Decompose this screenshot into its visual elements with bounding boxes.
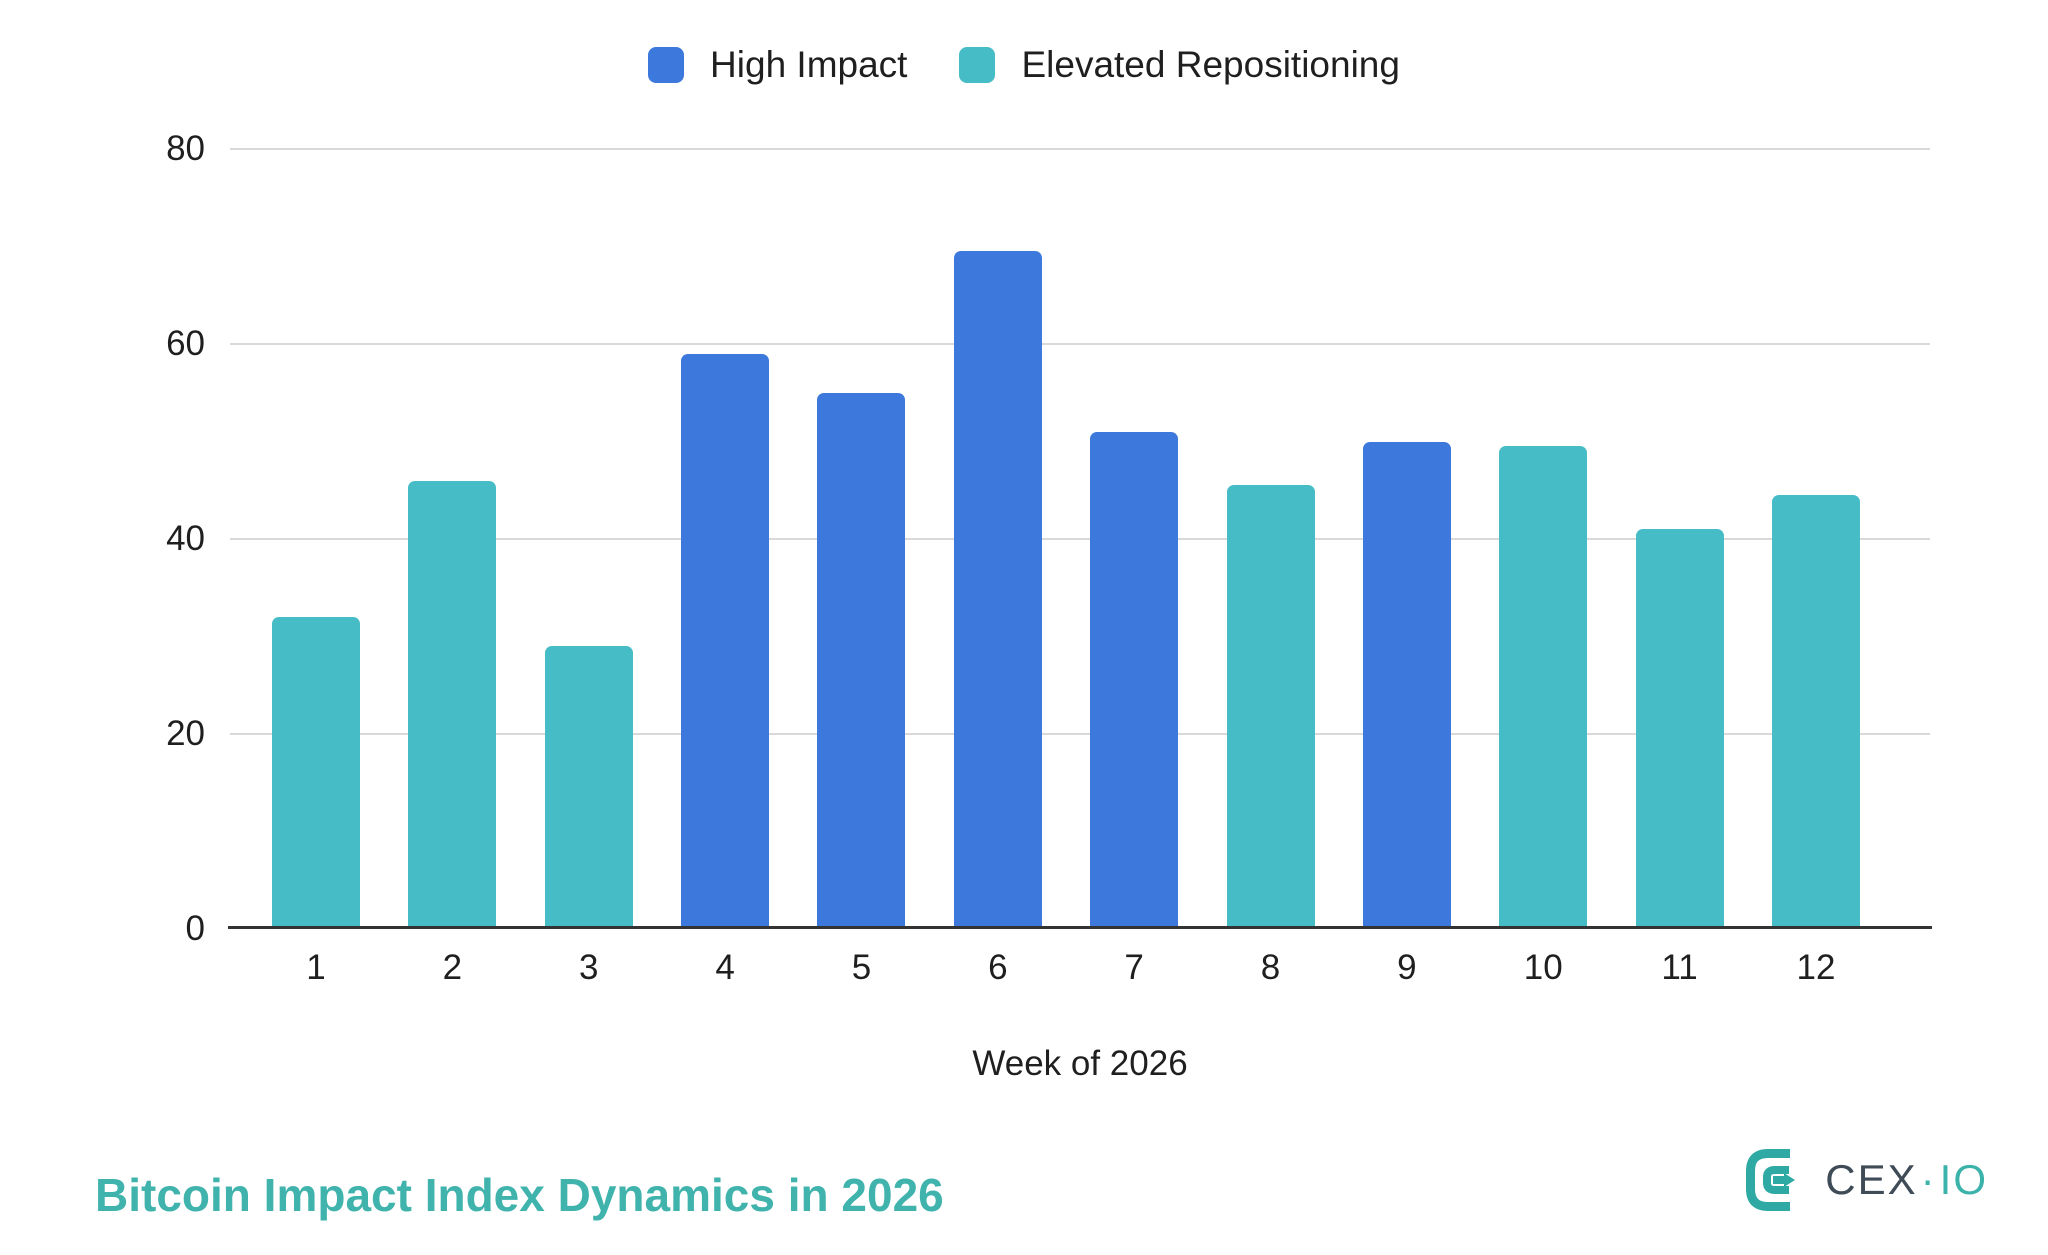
x-axis-label-5: 5 [851,948,872,987]
chart-title: Bitcoin Impact Index Dynamics in 2026 [95,1169,944,1221]
y-axis-label-80: 80 [166,129,205,168]
legend-label-elevated-repositioning: Elevated Repositioning [1021,44,1400,85]
logo-text-cex: CEX [1825,1156,1918,1203]
x-axis-label-12: 12 [1796,948,1836,987]
legend-item-elevated-repositioning[interactable]: Elevated Repositioning [959,44,1400,86]
bar-week-11[interactable] [1635,529,1724,929]
bar-week-6[interactable] [953,251,1042,929]
legend-item-high-impact[interactable]: High Impact [648,44,907,86]
x-axis-line [228,926,1932,929]
gridline-y-80 [230,148,1930,150]
cexio-logo-mark [1746,1149,1796,1211]
cexio-logo-text: CEX · IO [1825,1156,1988,1204]
x-axis-label-8: 8 [1260,948,1281,987]
x-axis-label-9: 9 [1397,948,1417,987]
x-axis-label-3: 3 [578,948,599,987]
x-axis-label-1: 1 [306,948,326,987]
gridline-y-20 [230,733,1930,735]
x-axis-label-4: 4 [715,948,735,987]
legend-label-high-impact: High Impact [710,44,908,85]
legend-swatch-elevated-repositioning [959,47,996,83]
bar-week-2[interactable] [408,480,497,929]
legend-swatch-high-impact [648,47,685,83]
bar-week-7[interactable] [1090,431,1179,929]
bar-week-5[interactable] [817,392,906,929]
bar-week-4[interactable] [681,353,770,929]
x-axis-label-11: 11 [1661,948,1698,987]
chart-legend: High Impact Elevated Repositioning [0,44,2048,86]
bar-week-12[interactable] [1771,495,1860,929]
x-axis-title: Week of 2026 [972,1044,1188,1083]
y-axis-label-60: 60 [166,324,205,363]
bar-week-1[interactable] [272,617,360,929]
x-axis-label-7: 7 [1124,948,1144,987]
bar-week-3[interactable] [544,646,633,929]
x-axis-label-2: 2 [442,948,463,987]
logo-text-io: IO [1939,1156,1988,1203]
logo-text-separator: · [1920,1156,1937,1203]
x-axis-label-10: 10 [1523,948,1563,987]
gridline-y-60 [230,343,1930,345]
x-axis-label-6: 6 [988,948,1008,987]
y-axis-label-0: 0 [185,909,205,948]
bar-week-9[interactable] [1362,441,1451,929]
gridline-y-40 [230,538,1930,540]
y-axis-label-40: 40 [166,519,205,558]
cexio-logo: CEX · IO [1745,1148,1988,1212]
bar-week-10[interactable] [1499,446,1588,929]
bar-week-8[interactable] [1226,485,1315,929]
y-axis-label-20: 20 [166,714,205,753]
